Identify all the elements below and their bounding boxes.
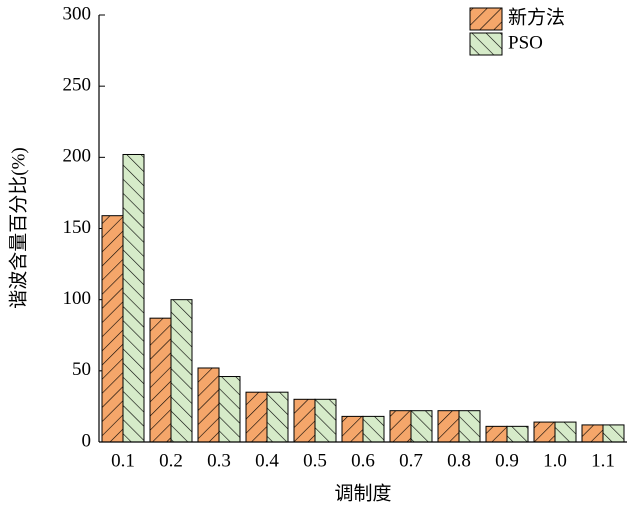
bar-hatch bbox=[459, 410, 480, 442]
bar-hatch bbox=[150, 318, 171, 442]
x-tick-label: 0.6 bbox=[351, 450, 375, 471]
bar-hatch bbox=[507, 426, 528, 442]
y-tick-label: 250 bbox=[63, 75, 92, 96]
y-tick-label: 200 bbox=[63, 146, 92, 167]
bar-hatch bbox=[102, 215, 123, 442]
x-tick-label: 1.0 bbox=[543, 450, 567, 471]
bar-hatch bbox=[123, 154, 144, 442]
x-tick-label: 0.9 bbox=[495, 450, 519, 471]
x-tick-label: 0.2 bbox=[159, 450, 183, 471]
bar-hatch bbox=[411, 410, 432, 442]
legend-swatch-hatch bbox=[470, 8, 502, 30]
legend-label: 新方法 bbox=[508, 6, 565, 28]
x-tick-label: 0.8 bbox=[447, 450, 471, 471]
bar-hatch bbox=[390, 410, 411, 442]
x-axis-label: 调制度 bbox=[334, 482, 391, 504]
bar-hatch bbox=[342, 416, 363, 442]
bar-hatch bbox=[198, 367, 219, 442]
bar-hatch bbox=[582, 424, 603, 442]
x-tick-label: 0.4 bbox=[255, 450, 279, 471]
x-tick-label: 0.7 bbox=[399, 450, 423, 471]
bar-hatch bbox=[246, 392, 267, 442]
y-axis-label: 谐波含量百分比(%) bbox=[7, 147, 29, 308]
y-tick-label: 300 bbox=[63, 3, 92, 24]
bar-hatch bbox=[555, 422, 576, 442]
x-tick-label: 0.1 bbox=[111, 450, 135, 471]
bar-hatch bbox=[534, 422, 555, 442]
bar-hatch bbox=[603, 424, 624, 442]
y-tick-label: 150 bbox=[63, 217, 92, 238]
x-tick-label: 1.1 bbox=[591, 450, 615, 471]
y-tick-label: 100 bbox=[63, 288, 92, 309]
bar-hatch bbox=[219, 376, 240, 442]
x-tick-label: 0.3 bbox=[207, 450, 231, 471]
legend-swatch-hatch bbox=[470, 33, 502, 55]
bar-hatch bbox=[315, 399, 336, 442]
bar-hatch bbox=[438, 410, 459, 442]
bar-hatch bbox=[363, 416, 384, 442]
bar-hatch bbox=[486, 426, 507, 442]
bar-hatch bbox=[171, 299, 192, 442]
bar-hatch bbox=[294, 399, 315, 442]
bar-hatch bbox=[267, 392, 288, 442]
legend-label: PSO bbox=[508, 32, 543, 53]
x-tick-label: 0.5 bbox=[303, 450, 327, 471]
y-tick-label: 0 bbox=[82, 430, 92, 451]
y-tick-label: 50 bbox=[72, 359, 91, 380]
